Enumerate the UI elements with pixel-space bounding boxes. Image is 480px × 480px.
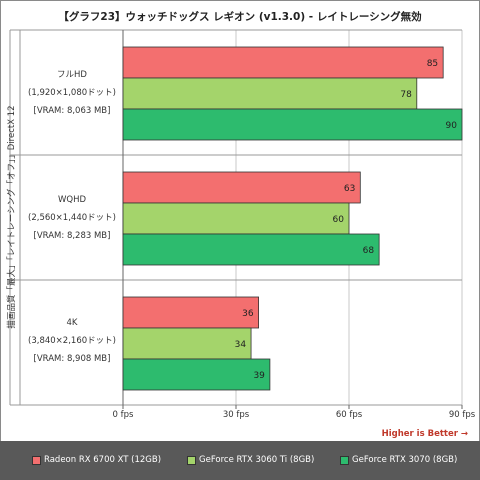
group-label-resolution: (3,840×2,160ドット): [28, 336, 116, 346]
legend-label: GeForce RTX 3070 (8GB): [352, 455, 458, 465]
legend: Radeon RX 6700 XT (12GB) GeForce RTX 306…: [0, 441, 480, 480]
bar-value-label: 34: [235, 340, 247, 350]
group-label-wqhd: WQHD (2,560×1,440ドット) [VRAM: 8,283 MB]: [14, 191, 130, 245]
group-label-vram: [VRAM: 8,908 MB]: [33, 354, 111, 364]
bar-value-label: 39: [253, 371, 265, 381]
bar: [122, 108, 463, 141]
legend-item-rtx3070: GeForce RTX 3070 (8GB): [340, 455, 457, 465]
bar: [122, 202, 350, 235]
bar: [122, 46, 444, 79]
x-tick-label: 60 fps: [335, 410, 363, 420]
x-tick-label: 30 fps: [222, 410, 250, 420]
bar-value-label: 90: [446, 121, 458, 131]
group-label-resolution: (1,920×1,080ドット): [28, 88, 116, 98]
group-label-name: フルHD: [57, 70, 87, 80]
x-tick-label: 90 fps: [448, 410, 476, 420]
legend-item-rtx3060ti: GeForce RTX 3060 Ti (8GB): [187, 455, 314, 465]
x-tick-label: 0 fps: [112, 410, 134, 420]
legend-swatch: [340, 455, 349, 465]
bar: [122, 171, 361, 204]
chart-title: 【グラフ23】ウォッチドッグス レギオン (v1.3.0) - レイトレーシング…: [58, 11, 422, 23]
group-label-vram: [VRAM: 8,063 MB]: [33, 106, 111, 116]
higher-is-better-note: Higher is Better →: [381, 429, 468, 439]
bar: [122, 233, 380, 266]
legend-item-radeon: Radeon RX 6700 XT (12GB): [32, 455, 161, 465]
bar-value-label: 68: [363, 246, 375, 256]
bar-value-label: 85: [427, 59, 438, 69]
legend-label: Radeon RX 6700 XT (12GB): [44, 455, 162, 465]
group-label-fullhd: フルHD (1,920×1,080ドット) [VRAM: 8,063 MB]: [14, 66, 130, 120]
bar-value-label: 36: [242, 309, 254, 319]
bar: [122, 358, 271, 391]
group-label-resolution: (2,560×1,440ドット): [28, 213, 116, 223]
bar: [122, 77, 418, 110]
bar: [122, 296, 260, 329]
group-label-vram: [VRAM: 8,283 MB]: [33, 231, 111, 241]
group-label-name: WQHD: [57, 195, 87, 205]
bar-value-label: 78: [400, 90, 412, 100]
bar-value-label: 63: [344, 184, 355, 194]
legend-label: GeForce RTX 3060 Ti (8GB): [199, 455, 315, 465]
bar: [122, 327, 252, 360]
group-label-4k: 4K (3,840×2,160ドット) [VRAM: 8,908 MB]: [14, 314, 130, 368]
legend-swatch: [32, 455, 41, 465]
bar-value-label: 60: [333, 215, 345, 225]
group-label-name: 4K: [66, 318, 78, 328]
legend-swatch: [187, 455, 196, 465]
